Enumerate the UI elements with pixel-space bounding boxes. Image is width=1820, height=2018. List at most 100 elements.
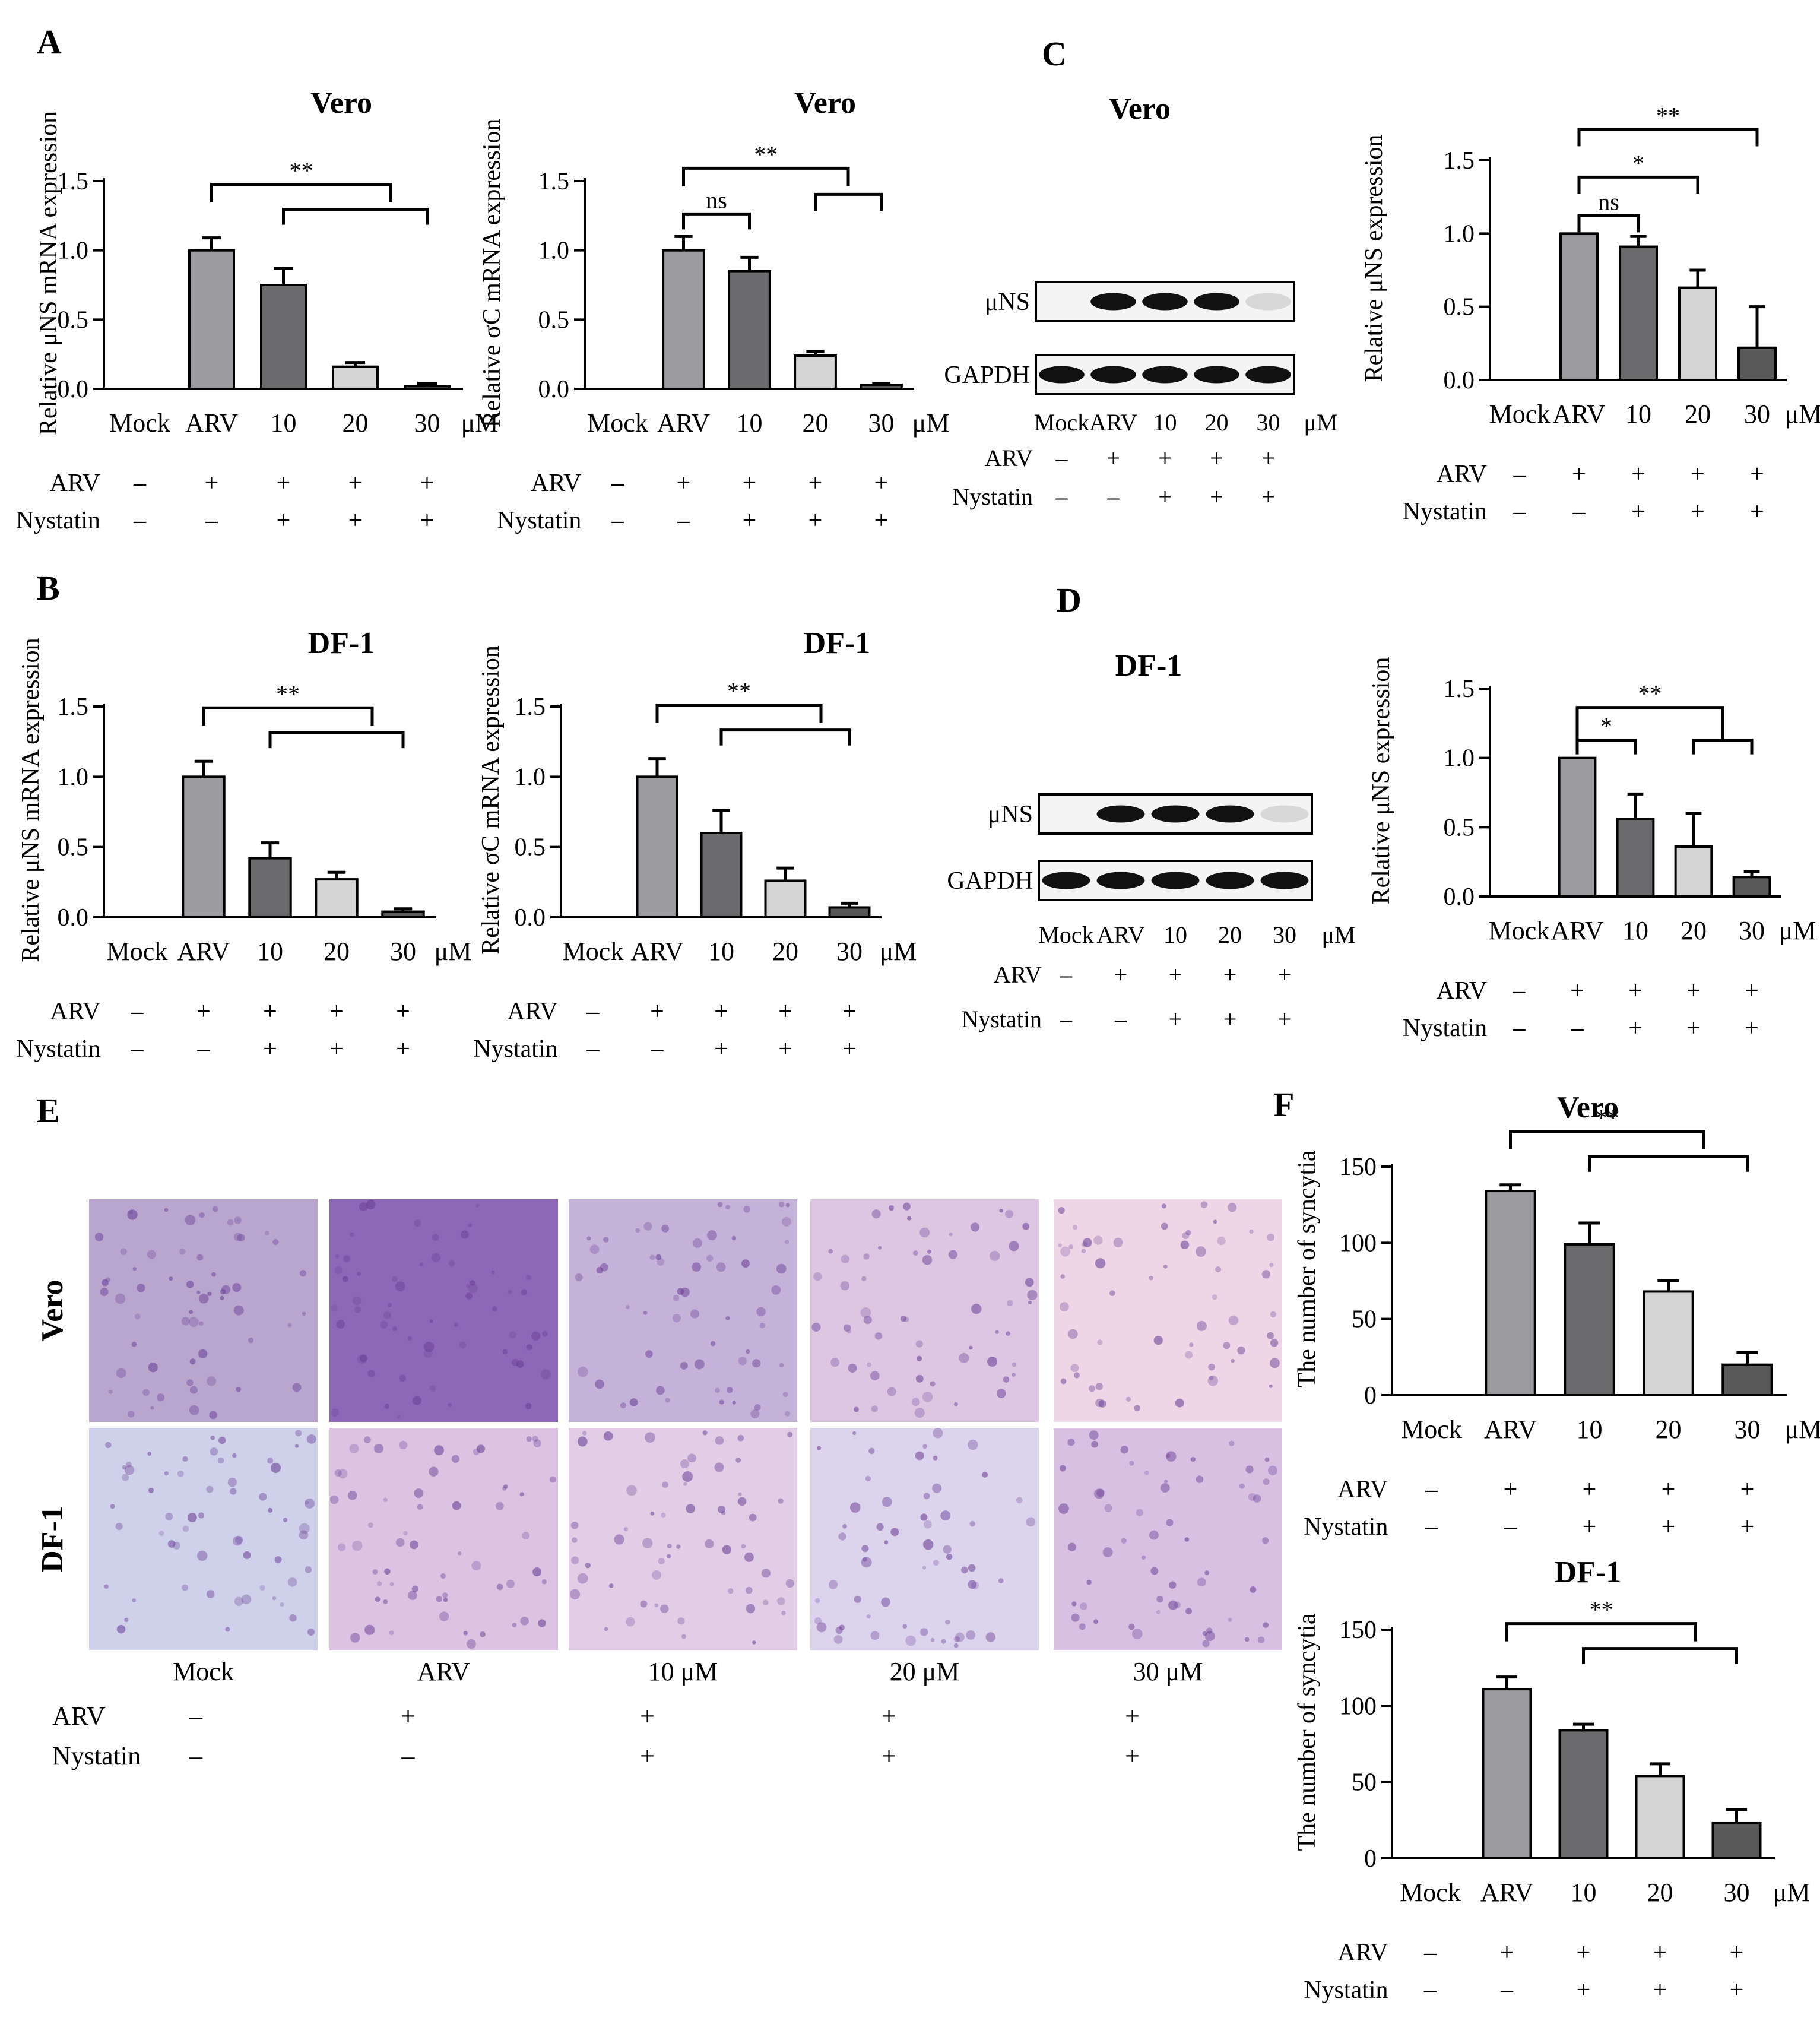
cell-nucleus <box>410 1540 418 1550</box>
blot-lane-label: 20 <box>1205 409 1229 436</box>
y-tick-label: 0.0 <box>515 904 546 932</box>
cell-nucleus <box>189 1405 199 1415</box>
cell-nucleus <box>1068 1329 1078 1339</box>
treatment-label: ARV <box>985 445 1033 471</box>
cell-nucleus <box>128 1209 133 1214</box>
treatment-sign: + <box>1583 1513 1597 1541</box>
treatment-sign: + <box>640 1741 655 1770</box>
y-tick-label: 100 <box>1339 1230 1377 1257</box>
cell-nucleus <box>867 1363 871 1367</box>
cell-nucleus <box>389 1630 394 1636</box>
cell-nucleus <box>577 1573 588 1584</box>
treatment-sign: + <box>1628 1015 1643 1042</box>
cell-nucleus <box>1071 1613 1080 1622</box>
cell-nucleus <box>188 1317 199 1328</box>
cell-nucleus <box>186 1379 194 1386</box>
cell-nucleus <box>116 1624 126 1634</box>
cell-nucleus <box>1237 1346 1245 1355</box>
bar-30 <box>381 910 425 918</box>
treatment-sign: – <box>131 1035 144 1063</box>
cell-nucleus <box>1182 1232 1190 1240</box>
x-tick-label: 10 <box>1571 1878 1597 1907</box>
cell-nucleus <box>412 1396 421 1405</box>
treatment-label: ARV <box>1337 1476 1388 1503</box>
cell-nucleus <box>189 1310 194 1314</box>
significance-label: ns <box>706 186 727 213</box>
cell-nucleus <box>459 1341 467 1349</box>
treatment-sign: + <box>640 1702 655 1731</box>
blot-band <box>1260 872 1309 889</box>
x-tick-label: ARV <box>630 937 684 966</box>
cell-nucleus <box>108 1389 113 1394</box>
cell-nucleus <box>913 1250 918 1256</box>
cell-nucleus <box>356 1272 362 1276</box>
treatment-sign: + <box>1662 1476 1676 1503</box>
cell-nucleus <box>922 1566 927 1570</box>
bar-10 <box>1619 245 1658 381</box>
cell-nucleus <box>540 1369 551 1380</box>
cell-nucleus <box>1231 1358 1235 1363</box>
cell-nucleus <box>454 1322 459 1328</box>
chart-title: DF-1 <box>804 626 871 660</box>
cell-nucleus <box>1080 1602 1087 1610</box>
treatment-label: Nystatin <box>952 483 1033 510</box>
cell-nucleus <box>268 1507 273 1513</box>
cell-nucleus <box>1012 1362 1017 1367</box>
cell-nucleus <box>137 1284 145 1292</box>
cell-nucleus <box>922 1255 933 1265</box>
blot-row-label: GAPDH <box>944 362 1030 389</box>
micrograph-field <box>89 1428 318 1650</box>
cell-nucleus <box>100 1287 109 1297</box>
cell-nucleus <box>989 1250 1000 1262</box>
cell-nucleus <box>1163 1265 1168 1269</box>
cell-nucleus <box>1262 1537 1269 1544</box>
bar-20 <box>794 354 837 390</box>
bar-20 <box>315 878 359 918</box>
cell-nucleus <box>207 1291 212 1297</box>
cell-nucleus <box>614 1534 624 1545</box>
cell-nucleus <box>122 1465 127 1470</box>
cell-nucleus <box>817 1446 822 1450</box>
x-tick-label: 20 <box>1681 916 1707 945</box>
cell-nucleus <box>147 1250 156 1259</box>
cell-nucleus <box>354 1306 362 1313</box>
blot-band <box>1142 293 1188 311</box>
cell-nucleus <box>694 1359 705 1370</box>
cell-nucleus <box>585 1562 591 1569</box>
treatment-label: Nystatin <box>961 1006 1042 1032</box>
cell-nucleus <box>1250 1586 1257 1593</box>
significance-bracket <box>719 728 851 746</box>
blot-band <box>1090 366 1136 384</box>
x-tick-label: 30 <box>414 408 440 438</box>
cell-nucleus <box>476 1444 486 1453</box>
treatment-sign: + <box>808 470 823 497</box>
x-tick-label: 20 <box>1647 1878 1673 1907</box>
cell-nucleus <box>295 1430 302 1437</box>
cell-nucleus <box>781 1611 786 1615</box>
cell-nucleus <box>667 1544 672 1549</box>
cell-nucleus <box>900 1315 907 1322</box>
significance-label: ** <box>1596 1104 1619 1131</box>
cell-nucleus <box>1022 1222 1030 1230</box>
blot-band <box>1096 805 1145 823</box>
cell-nucleus <box>582 1431 587 1436</box>
treatment-sign: – <box>1060 1006 1073 1032</box>
blot-band <box>1042 872 1090 889</box>
treatment-sign: – <box>1513 461 1527 488</box>
treatment-sign: + <box>808 507 823 534</box>
significance-bracket <box>682 166 850 186</box>
cell-nucleus <box>759 1322 765 1329</box>
cell-nucleus <box>334 1266 343 1274</box>
significance-label: * <box>1632 150 1644 176</box>
significance-bracket <box>1505 1622 1697 1642</box>
unit-label: μM <box>1304 409 1337 436</box>
cell-nucleus <box>966 1630 976 1640</box>
cell-nucleus <box>971 1303 982 1314</box>
cell-nucleus <box>209 1411 217 1420</box>
cell-nucleus <box>468 1223 473 1228</box>
treatment-sign: + <box>1572 461 1586 488</box>
x-tick-label: ARV <box>1551 916 1604 945</box>
cell-nucleus <box>1208 1363 1215 1371</box>
treatment-sign: + <box>1740 1513 1755 1541</box>
cell-nucleus <box>650 1512 655 1516</box>
